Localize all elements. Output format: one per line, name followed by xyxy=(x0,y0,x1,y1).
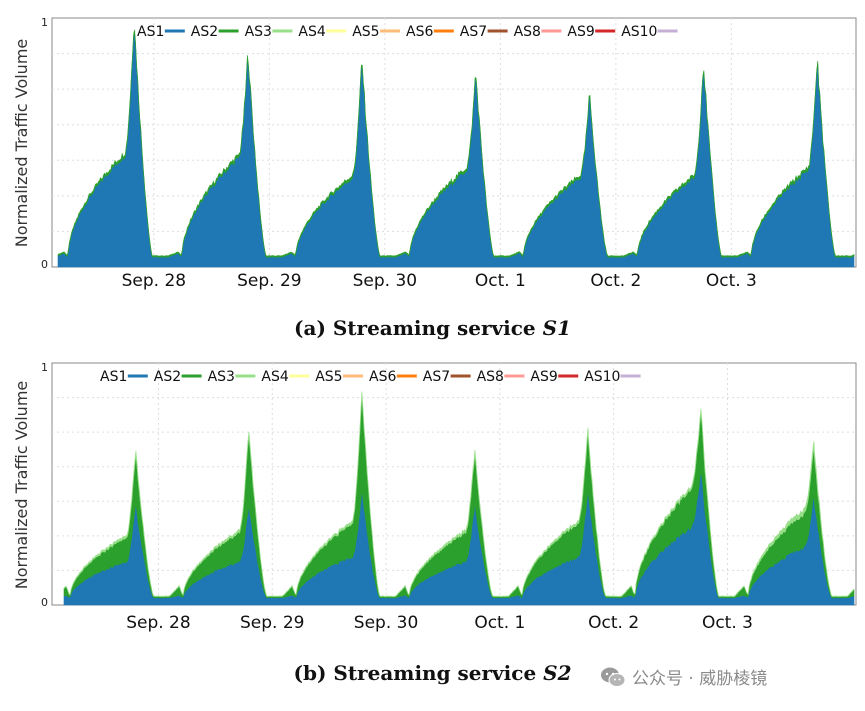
x-tick-label: Oct. 1 xyxy=(474,613,525,633)
legend-label: AS3 xyxy=(245,24,272,40)
caption-b-prefix: (b) Streaming service xyxy=(293,661,544,685)
x-tick-label: Sep. 29 xyxy=(240,613,304,633)
legend-label: AS6 xyxy=(369,369,396,385)
legend-label: AS4 xyxy=(298,24,325,40)
legend-label: AS8 xyxy=(477,369,504,385)
caption-a-prefix: (a) Streaming service xyxy=(294,316,543,340)
legend: AS1 AS2 AS3 AS4 AS5 AS6 AS7 AS8 AS9 AS10 xyxy=(137,24,678,40)
chart-panel-b: 0 1 Normalized Traffic Volume Sep. 28 Sep. 2… xyxy=(0,345,865,645)
legend-label: AS9 xyxy=(530,369,557,385)
chart-b: 0 1 Normalized Traffic Volume Sep. 28 Sep. 2… xyxy=(12,361,857,633)
x-tick-label: Sep. 30 xyxy=(353,271,417,291)
legend: AS1 AS2 AS3 AS4 AS5 AS6 AS7 AS8 AS9 AS10 xyxy=(100,369,641,385)
legend-label: AS2 xyxy=(154,369,181,385)
x-tick-label: Oct. 1 xyxy=(475,271,526,291)
y-tick-label: 1 xyxy=(41,361,48,374)
legend-label: AS4 xyxy=(261,369,288,385)
legend-label: AS10 xyxy=(584,369,620,385)
x-tick-label: Sep. 29 xyxy=(237,271,301,291)
caption-b: (b) Streaming service S2 xyxy=(0,661,865,685)
area-as2 xyxy=(57,29,855,258)
y-axis-label: Normalized Traffic Volume xyxy=(12,39,31,247)
y-tick-label: 0 xyxy=(41,596,48,609)
grid xyxy=(52,18,856,267)
watermark: 公众号 · 威胁棱镜 xyxy=(600,664,767,689)
chart-a: 0 1 Normalized Traffic Volume Sep. 28 Sep. 2… xyxy=(12,16,857,291)
legend-label: AS7 xyxy=(423,369,450,385)
legend-label: AS6 xyxy=(406,24,433,40)
x-tick-label: Oct. 3 xyxy=(702,613,753,633)
caption-b-service: S2 xyxy=(543,661,572,685)
x-tick-label: Sep. 28 xyxy=(126,613,190,633)
legend-label: AS1 xyxy=(137,24,164,40)
area-series-group xyxy=(63,391,855,606)
grid xyxy=(52,363,856,605)
y-axis-label: Normalized Traffic Volume xyxy=(12,381,31,589)
area-as3 xyxy=(63,391,855,598)
legend-label: AS8 xyxy=(514,24,541,40)
x-tick-label: Sep. 30 xyxy=(354,613,418,633)
legend-label: AS3 xyxy=(208,369,235,385)
x-tick-label: Sep. 28 xyxy=(122,271,186,291)
legend-label: AS2 xyxy=(191,24,218,40)
y-tick-label: 0 xyxy=(41,258,48,271)
legend-label: AS5 xyxy=(352,24,379,40)
legend-label: AS10 xyxy=(621,24,657,40)
caption-a: (a) Streaming service S1 xyxy=(0,316,865,340)
legend-label: AS7 xyxy=(460,24,487,40)
x-tick-label: Oct. 2 xyxy=(590,271,641,291)
x-tick-label: Oct. 3 xyxy=(706,271,757,291)
x-tick-label: Oct. 2 xyxy=(588,613,639,633)
y-tick-label: 1 xyxy=(41,16,48,29)
watermark-text: 公众号 · 威胁棱镜 xyxy=(632,669,768,689)
legend-label: AS5 xyxy=(315,369,342,385)
caption-a-service: S1 xyxy=(542,316,571,340)
wechat-icon xyxy=(601,667,626,687)
chart-panel-a: 0 1 Normalized Traffic Volume Sep. 28 Sep. 2… xyxy=(0,0,865,300)
legend-label: AS1 xyxy=(100,369,127,385)
legend-label: AS9 xyxy=(567,24,594,40)
area-series-group xyxy=(57,29,855,268)
